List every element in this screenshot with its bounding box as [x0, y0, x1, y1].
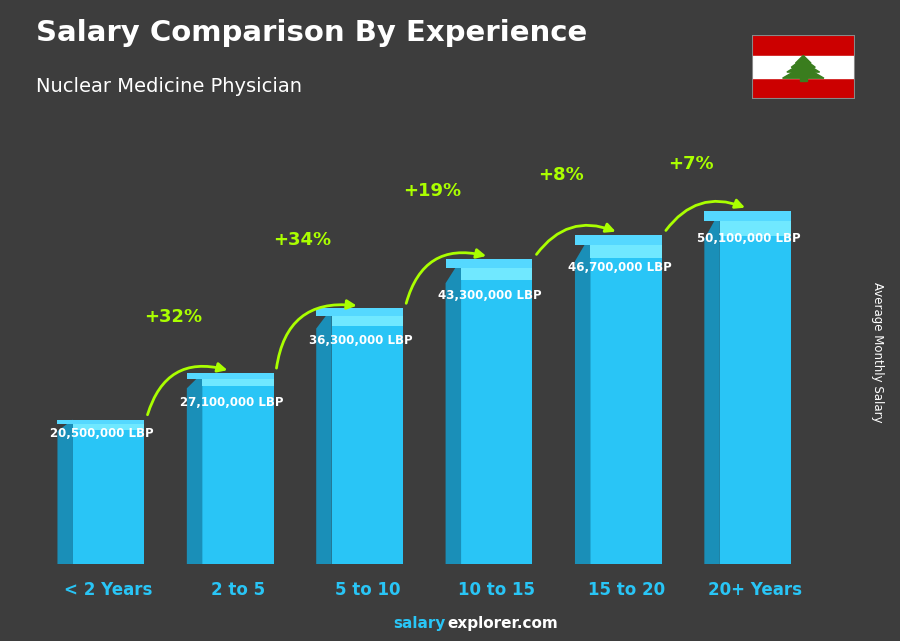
- Polygon shape: [796, 56, 811, 63]
- Text: 43,300,000 LBP: 43,300,000 LBP: [438, 289, 542, 303]
- Polygon shape: [58, 419, 73, 564]
- Text: Salary Comparison By Experience: Salary Comparison By Experience: [36, 19, 587, 47]
- Text: salary: salary: [393, 617, 446, 631]
- Text: Nuclear Medicine Physician: Nuclear Medicine Physician: [36, 77, 302, 96]
- Polygon shape: [705, 211, 791, 221]
- Text: 20+ Years: 20+ Years: [708, 581, 803, 599]
- Bar: [752, 35, 855, 56]
- Bar: [590, 235, 662, 564]
- Text: 15 to 20: 15 to 20: [588, 581, 664, 599]
- Polygon shape: [187, 373, 274, 379]
- Polygon shape: [782, 66, 824, 78]
- Text: 10 to 15: 10 to 15: [458, 581, 536, 599]
- Text: +19%: +19%: [403, 181, 461, 199]
- Text: explorer.com: explorer.com: [447, 617, 558, 631]
- Polygon shape: [446, 259, 532, 268]
- Polygon shape: [187, 373, 202, 564]
- Text: +32%: +32%: [144, 308, 202, 326]
- Text: 20,500,000 LBP: 20,500,000 LBP: [50, 427, 154, 440]
- Polygon shape: [316, 308, 403, 316]
- Bar: [752, 56, 855, 78]
- Text: 50,100,000 LBP: 50,100,000 LBP: [698, 232, 801, 245]
- Text: +7%: +7%: [668, 154, 714, 172]
- Bar: [752, 78, 855, 99]
- Bar: [461, 259, 532, 564]
- Text: < 2 Years: < 2 Years: [65, 581, 153, 599]
- Text: 2 to 5: 2 to 5: [211, 581, 265, 599]
- Bar: [332, 316, 403, 326]
- Polygon shape: [316, 308, 332, 564]
- Bar: [720, 221, 791, 235]
- Bar: [590, 245, 662, 258]
- Text: 27,100,000 LBP: 27,100,000 LBP: [180, 396, 284, 409]
- Text: 36,300,000 LBP: 36,300,000 LBP: [309, 334, 413, 347]
- Text: +34%: +34%: [274, 231, 332, 249]
- Polygon shape: [575, 235, 662, 245]
- Polygon shape: [575, 235, 590, 564]
- Polygon shape: [787, 62, 820, 72]
- Bar: [202, 379, 274, 387]
- Polygon shape: [58, 419, 144, 424]
- Bar: [73, 424, 144, 429]
- Text: Average Monthly Salary: Average Monthly Salary: [871, 282, 884, 423]
- Bar: [202, 373, 274, 564]
- Bar: [332, 308, 403, 564]
- Text: +8%: +8%: [538, 166, 584, 184]
- Polygon shape: [446, 259, 461, 564]
- Bar: [800, 76, 806, 81]
- Text: 46,700,000 LBP: 46,700,000 LBP: [568, 261, 671, 274]
- Polygon shape: [705, 211, 720, 564]
- Bar: [461, 268, 532, 280]
- Text: 5 to 10: 5 to 10: [335, 581, 400, 599]
- Bar: [720, 211, 791, 564]
- Bar: [73, 419, 144, 564]
- Polygon shape: [791, 58, 815, 67]
